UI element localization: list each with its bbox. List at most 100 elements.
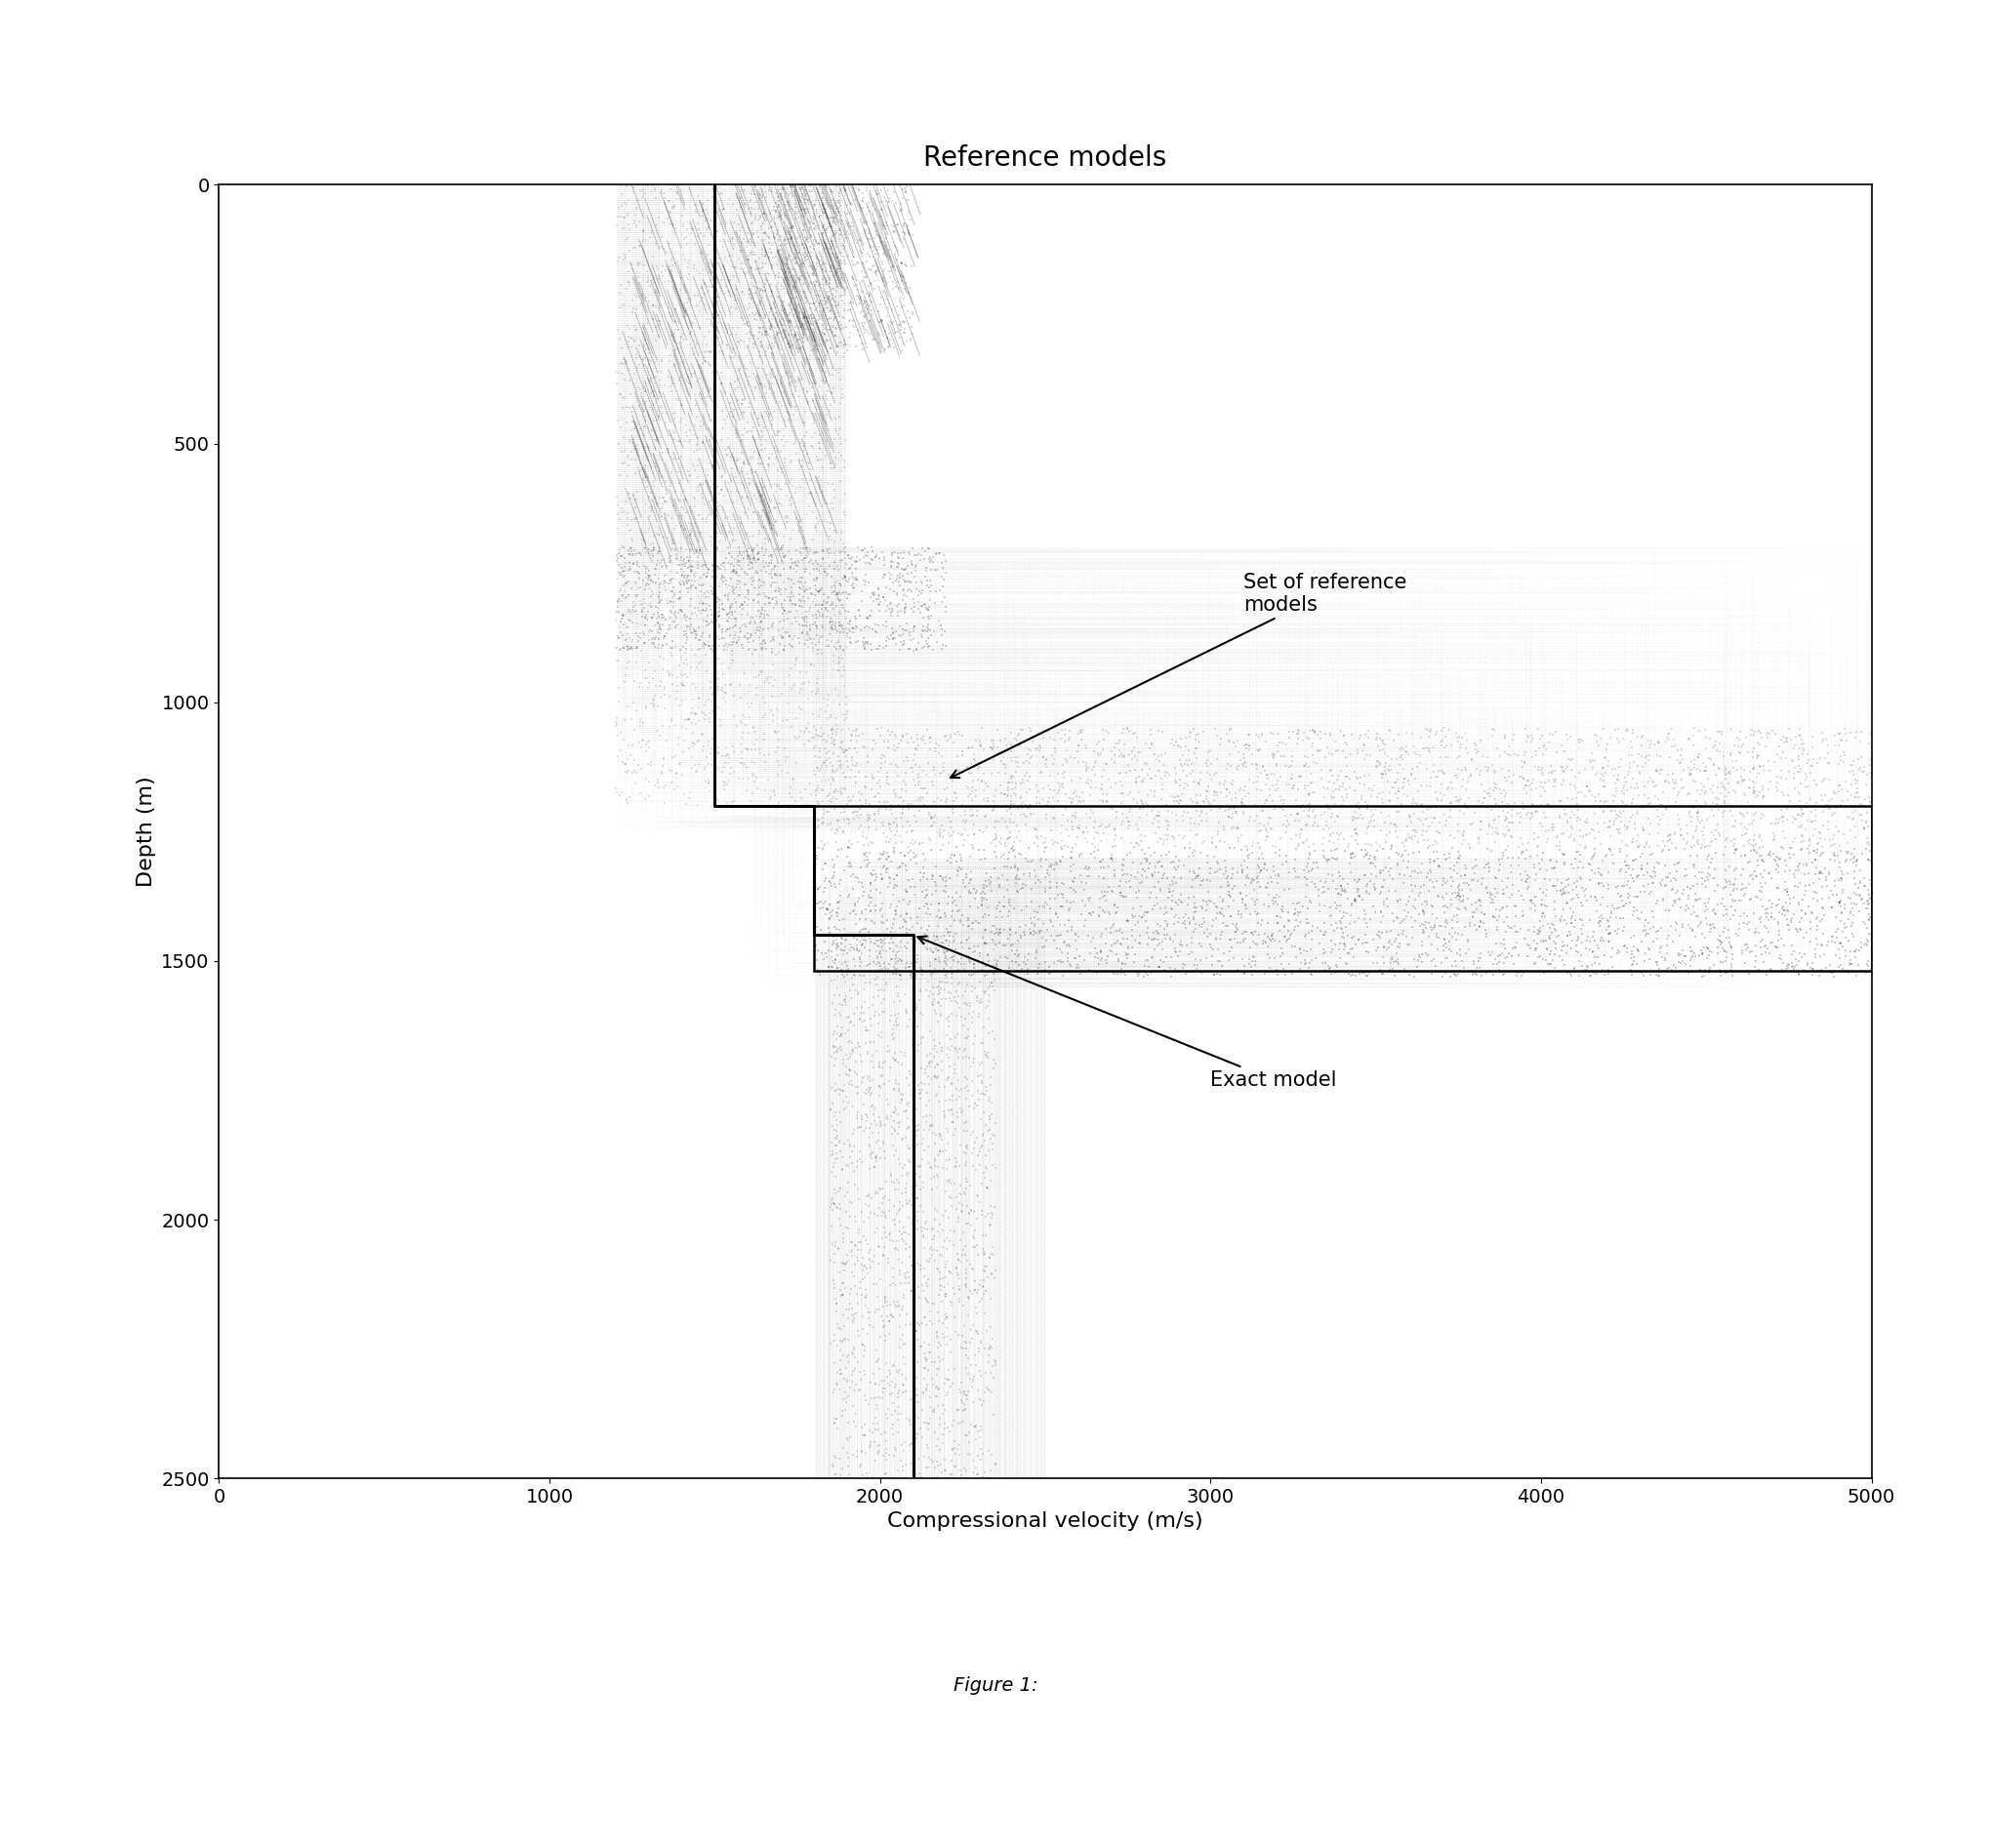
Point — [864, 787, 896, 817]
Point — [909, 1342, 941, 1371]
Point — [834, 1201, 866, 1231]
Point — [764, 575, 796, 604]
Point — [784, 264, 816, 294]
Point — [951, 941, 983, 970]
Point — [744, 327, 776, 357]
Point — [651, 523, 683, 553]
Point — [1771, 756, 1803, 785]
Point — [641, 715, 673, 745]
Point — [842, 802, 874, 832]
Point — [1325, 913, 1357, 942]
Point — [860, 1369, 892, 1399]
Point — [1069, 906, 1100, 935]
Point — [1813, 748, 1845, 778]
Point — [1475, 878, 1506, 907]
Point — [1783, 856, 1815, 885]
Point — [1586, 796, 1618, 826]
Point — [1608, 930, 1640, 959]
Point — [1465, 957, 1496, 987]
Point — [627, 395, 659, 425]
Point — [965, 885, 997, 915]
Point — [983, 915, 1015, 944]
Point — [890, 878, 921, 907]
Point — [1122, 830, 1154, 859]
Point — [1295, 811, 1327, 841]
Point — [780, 203, 812, 233]
Point — [1650, 726, 1682, 756]
Point — [878, 623, 909, 652]
Point — [888, 1349, 919, 1379]
Point — [1699, 839, 1731, 869]
Point — [1662, 780, 1693, 809]
Point — [1343, 881, 1375, 911]
Point — [702, 301, 734, 331]
Point — [878, 318, 909, 347]
Point — [1357, 872, 1389, 902]
Point — [637, 390, 669, 419]
Point — [917, 937, 949, 967]
Point — [683, 625, 714, 654]
Point — [979, 1345, 1011, 1375]
Point — [872, 954, 903, 983]
Point — [1741, 743, 1773, 772]
Point — [913, 586, 945, 615]
Point — [716, 575, 748, 604]
Point — [663, 444, 695, 473]
Point — [647, 602, 679, 632]
Point — [631, 763, 663, 793]
Point — [1307, 891, 1339, 920]
Point — [708, 436, 740, 466]
Point — [605, 359, 637, 388]
Point — [605, 170, 637, 200]
Point — [804, 429, 836, 458]
Point — [1650, 931, 1682, 961]
Point — [975, 1088, 1007, 1118]
Point — [836, 213, 868, 242]
Point — [941, 1020, 973, 1050]
Point — [657, 194, 689, 224]
Point — [882, 1199, 913, 1229]
Point — [941, 1434, 973, 1464]
Point — [828, 774, 860, 804]
Point — [1829, 741, 1861, 771]
Point — [1019, 918, 1051, 948]
Point — [704, 675, 736, 704]
Point — [1845, 717, 1877, 747]
Point — [1094, 843, 1126, 872]
Point — [1154, 878, 1186, 907]
Point — [1674, 952, 1705, 981]
Point — [786, 249, 818, 279]
Point — [1313, 813, 1345, 843]
Point — [1799, 904, 1831, 933]
Point — [1532, 791, 1564, 821]
Point — [848, 841, 880, 870]
Point — [611, 758, 643, 787]
Point — [1256, 719, 1288, 748]
Point — [609, 556, 641, 586]
Point — [1266, 933, 1297, 963]
Point — [695, 220, 726, 249]
Point — [1733, 835, 1765, 865]
Point — [784, 778, 816, 808]
Point — [635, 479, 667, 508]
Point — [780, 595, 812, 625]
Point — [1180, 787, 1212, 817]
Point — [1600, 774, 1632, 804]
Point — [1695, 795, 1727, 824]
Point — [756, 310, 788, 340]
Point — [1409, 907, 1441, 937]
Point — [1680, 785, 1711, 815]
Point — [1719, 865, 1751, 894]
Point — [868, 545, 899, 575]
Point — [911, 565, 943, 595]
Point — [945, 933, 977, 963]
Point — [696, 451, 728, 480]
Point — [856, 268, 888, 298]
Point — [917, 808, 949, 837]
Point — [1572, 776, 1604, 806]
Point — [943, 800, 975, 830]
Point — [1596, 754, 1628, 784]
Point — [1317, 828, 1349, 857]
Point — [1461, 737, 1492, 767]
Point — [913, 571, 945, 601]
